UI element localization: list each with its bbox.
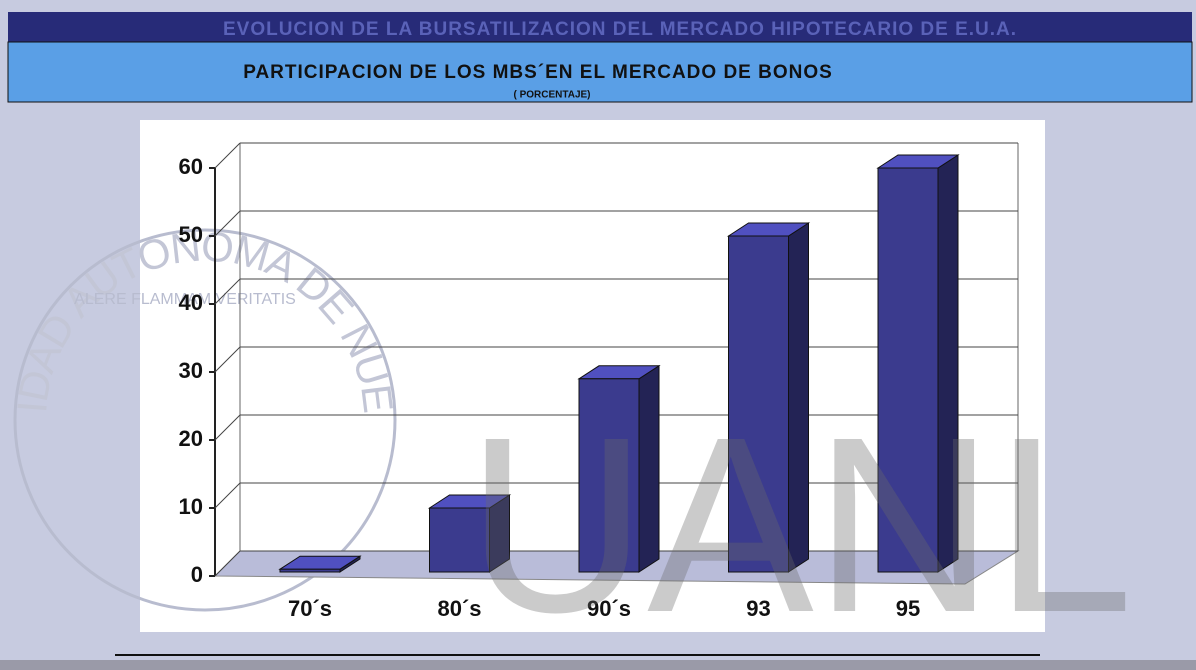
bar [877, 167, 939, 573]
y-tick-label: 30 [179, 358, 203, 383]
x-tick-label: 93 [746, 596, 770, 621]
x-tick-label: 70´s [288, 596, 332, 621]
watermark: UANL [467, 385, 1134, 664]
bottom-strip [0, 660, 1196, 670]
grid-line-depth [214, 414, 241, 441]
y-tick-label: 20 [179, 426, 203, 451]
bar [578, 378, 640, 573]
unit-label: ( PORCENTAJE) [513, 90, 590, 101]
x-tick-label: 90´s [587, 596, 631, 621]
chart-title: EVOLUCION DE LA BURSATILIZACION DEL MERC… [223, 19, 1017, 40]
y-tick-label: 40 [179, 290, 203, 315]
y-tick-label: 10 [179, 494, 203, 519]
bar [728, 235, 789, 573]
y-tick-label: 60 [179, 154, 203, 179]
grid-line-depth [214, 346, 241, 373]
grid-line-depth [214, 278, 241, 305]
title-band [8, 12, 1192, 42]
y-tick-label: 50 [179, 222, 203, 247]
y-tick-label: 0 [191, 562, 203, 587]
grid-line-depth [214, 550, 241, 577]
seal-ring [13, 228, 397, 612]
x-tick-label: 80´s [437, 596, 481, 621]
grid-line-depth [214, 142, 241, 169]
chart-subtitle: PARTICIPACION DE LOS MBS´EN EL MERCADO D… [243, 62, 833, 83]
subtitle-band [7, 41, 1193, 103]
bar [279, 568, 341, 573]
grid-line-depth [214, 482, 241, 509]
x-tick-label: 95 [896, 596, 920, 621]
grid-line-depth [214, 210, 241, 237]
bar [429, 507, 490, 573]
